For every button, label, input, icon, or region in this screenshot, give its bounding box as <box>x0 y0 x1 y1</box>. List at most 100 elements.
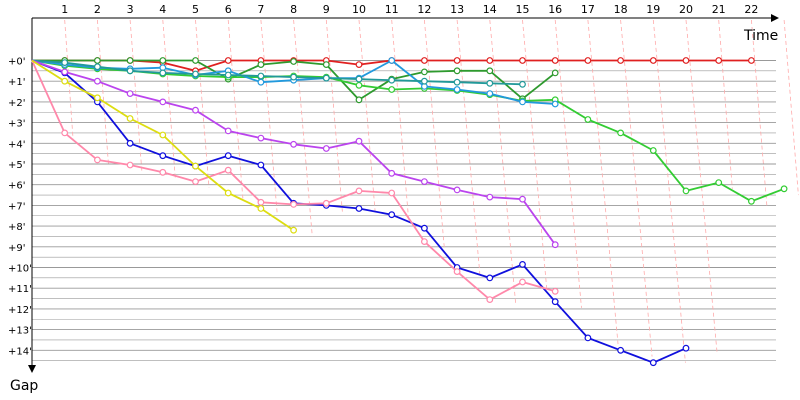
lap-connector <box>424 19 445 248</box>
data-point <box>486 296 494 304</box>
series-line <box>31 59 295 231</box>
series <box>31 57 788 367</box>
data-point <box>682 57 690 64</box>
x-tick-label: 17 <box>581 3 595 16</box>
data-point <box>682 344 690 352</box>
lap-connector <box>489 19 517 306</box>
x-tick-label: 3 <box>127 3 134 16</box>
data-point <box>682 187 690 195</box>
data-point <box>551 287 559 295</box>
data-point <box>780 185 788 193</box>
data-point <box>388 169 396 177</box>
data-point <box>126 90 134 97</box>
data-point <box>388 76 396 84</box>
series-line <box>31 59 523 86</box>
lap-connector <box>652 19 686 363</box>
data-point <box>159 57 167 64</box>
x-tick-label: 10 <box>352 3 366 16</box>
data-point <box>61 59 69 66</box>
x-tick-label: 13 <box>450 3 464 16</box>
data-point <box>649 359 657 367</box>
data-point <box>224 152 232 160</box>
x-tick-label: 9 <box>323 3 330 16</box>
data-point <box>453 67 461 75</box>
series-teal <box>31 59 526 88</box>
y-tick-label: +13' <box>8 326 32 337</box>
lap-connector <box>554 19 582 308</box>
data-point <box>486 193 494 201</box>
data-point <box>584 116 592 123</box>
y-tick-label: +5' <box>8 160 26 171</box>
data-point <box>421 178 428 186</box>
data-point <box>486 67 494 75</box>
data-point <box>290 226 298 234</box>
data-point <box>257 61 265 68</box>
data-point <box>421 68 428 76</box>
data-point <box>584 334 592 342</box>
data-point <box>322 145 330 152</box>
data-point <box>257 198 265 206</box>
data-point <box>519 195 526 203</box>
data-point <box>453 57 461 64</box>
y-tick-label: +4' <box>8 139 26 150</box>
data-point <box>192 162 199 170</box>
data-point <box>421 224 428 232</box>
data-point <box>61 129 69 137</box>
data-point <box>551 298 559 306</box>
lap-connector <box>391 19 410 221</box>
data-point <box>192 70 199 78</box>
axes: Time Gap <box>10 14 779 394</box>
data-point <box>551 100 559 108</box>
y-tick-label: +11' <box>8 284 32 295</box>
data-point <box>93 57 101 64</box>
data-point <box>290 140 298 148</box>
data-point <box>388 211 396 219</box>
x-tick-label: 22 <box>744 3 758 16</box>
lap-connector <box>293 19 313 237</box>
data-point <box>551 57 559 64</box>
data-point <box>551 69 559 77</box>
data-point <box>290 58 298 65</box>
data-point <box>159 98 167 106</box>
data-point <box>519 80 526 88</box>
data-point <box>453 268 461 276</box>
data-point <box>126 139 134 147</box>
lap-connector <box>783 19 799 196</box>
data-point <box>519 261 526 268</box>
x-tick-label: 1 <box>61 3 68 16</box>
data-point <box>322 199 330 207</box>
lap-connector <box>129 19 143 172</box>
data-point <box>617 129 624 137</box>
y-tick-label: +1' <box>8 77 26 88</box>
data-point <box>61 77 69 85</box>
data-point <box>93 77 101 85</box>
data-point <box>224 166 232 174</box>
x-tick-label: 15 <box>516 3 530 16</box>
data-point <box>453 78 461 86</box>
lap-connector <box>195 19 210 188</box>
lap-connector <box>751 19 768 208</box>
data-point <box>519 278 526 286</box>
data-point <box>61 68 69 76</box>
data-point <box>159 168 167 176</box>
data-point <box>257 205 265 212</box>
y-tick-label: +14' <box>8 346 32 357</box>
lap-connector <box>325 19 343 212</box>
y-axis-arrow <box>28 365 36 373</box>
series-yellow <box>31 59 298 234</box>
data-point <box>224 71 232 79</box>
data-point <box>224 127 232 135</box>
lap-connector <box>227 19 244 200</box>
lap-connector <box>718 19 733 189</box>
lap-connector <box>260 19 278 215</box>
data-point <box>486 79 494 87</box>
data-point <box>551 241 559 249</box>
x-tick-label: 7 <box>257 3 264 16</box>
lap-connector <box>587 19 619 345</box>
data-point <box>453 186 461 194</box>
lap-connector <box>358 19 376 215</box>
x-axis-title: Time <box>743 28 778 44</box>
data-point <box>519 57 526 64</box>
data-point <box>159 152 167 160</box>
